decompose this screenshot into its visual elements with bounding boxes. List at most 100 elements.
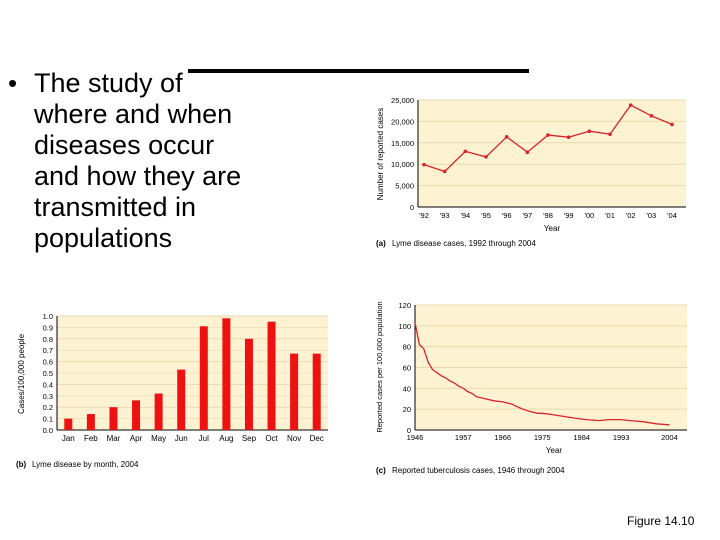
- x-tick-label: May: [151, 434, 166, 443]
- bar: [64, 418, 73, 430]
- y-tick-label: 0.5: [43, 369, 53, 378]
- data-point: [525, 150, 530, 155]
- y-tick-label: 20,000: [391, 117, 414, 126]
- data-point: [484, 155, 488, 159]
- x-tick-label: 1946: [407, 433, 424, 442]
- x-axis-label: Year: [546, 446, 563, 455]
- y-tick-label: 0.7: [43, 346, 53, 355]
- data-point: [587, 129, 592, 134]
- x-tick-label: '98: [543, 211, 553, 220]
- y-tick-label: 0.9: [43, 323, 53, 332]
- y-tick-label: 0.2: [43, 403, 53, 412]
- caption-letter: (c): [376, 466, 386, 475]
- x-tick-label: Jul: [199, 434, 209, 443]
- gridlines: [56, 315, 328, 431]
- x-tick-label: 1957: [455, 433, 472, 442]
- x-axis-ticks: Jan Feb Mar Apr May Jun Jul Aug Sep Oct Nov Dec: [62, 434, 324, 443]
- y-tick-label: 0.4: [43, 380, 53, 389]
- x-tick-label: Mar: [107, 434, 121, 443]
- lyme-yearly-line-chart: 0 5,000 10,000 15,000 20,000 25,000 '92 '93 '94…: [376, 96, 686, 248]
- y-tick-label: 0.0: [43, 426, 53, 435]
- x-tick-label: Nov: [287, 434, 301, 443]
- x-axis-ticks: 1946 1957 1966 1975 1984 1993 2004: [407, 433, 678, 442]
- y-axis-label: Number of reported cases: [376, 108, 385, 201]
- x-tick-label: '97: [522, 211, 532, 220]
- y-tick-label: 10,000: [391, 160, 414, 169]
- bar: [109, 407, 118, 430]
- lyme-monthly-bar-chart: 0.0 0.2 0.4 0.6 0.8 1.0 0.1 0.3 0.5 0.7 0.9 Jan Feb…: [16, 312, 328, 469]
- y-tick-label: 0.3: [43, 392, 53, 401]
- caption-text: Reported tuberculosis cases, 1946 throug…: [392, 466, 565, 475]
- x-tick-label: '96: [502, 211, 512, 220]
- x-tick-label: Jan: [62, 434, 75, 443]
- y-axis-ticks: 0 5,000 10,000 15,000 20,000 25,000: [391, 96, 414, 212]
- y-axis-label: Reported cases per 100,000 population: [375, 301, 384, 432]
- x-tick-label: '01: [605, 211, 615, 220]
- x-tick-label: '92: [419, 211, 429, 220]
- caption-text: Lyme disease by month, 2004: [32, 460, 139, 469]
- x-tick-label: 1966: [494, 433, 511, 442]
- x-tick-label: '94: [460, 211, 470, 220]
- data-point: [546, 133, 550, 137]
- bullet-line: diseases occur: [34, 130, 215, 160]
- bullet-line: and how they are: [34, 161, 242, 191]
- plot-area: [418, 100, 686, 207]
- bullet-line: where and when: [34, 99, 233, 129]
- bar: [290, 353, 299, 430]
- bullet-line: The study of: [34, 68, 183, 98]
- data-point: [422, 162, 426, 167]
- x-tick-label: Oct: [265, 434, 278, 443]
- y-tick-label: 0.8: [43, 335, 53, 344]
- y-tick-label: 1.0: [43, 312, 53, 321]
- caption-letter: (b): [16, 460, 27, 469]
- y-tick-label: 0: [410, 203, 414, 212]
- y-axis-ticks: 0 20 40 60 80 100 120: [398, 301, 411, 435]
- y-tick-label: 25,000: [391, 96, 414, 105]
- x-tick-label: '03: [646, 211, 656, 220]
- fill-in-blank-line: [188, 69, 529, 73]
- caption-letter: (a): [376, 239, 386, 248]
- bullet-text: The study of where and when diseases occ…: [34, 68, 304, 254]
- data-point: [670, 122, 674, 127]
- data-point: [628, 103, 633, 107]
- y-tick-label: 20: [403, 405, 411, 414]
- x-tick-label: '95: [481, 211, 491, 220]
- figure-label: Figure 14.10: [627, 514, 695, 528]
- bar: [199, 326, 208, 430]
- x-tick-label: Feb: [84, 434, 98, 443]
- data-point: [442, 169, 447, 174]
- y-tick-label: 0: [407, 426, 411, 435]
- gridlines: [417, 99, 686, 208]
- bullet-line: populations: [34, 223, 173, 253]
- bar: [267, 321, 276, 430]
- bar: [222, 318, 231, 430]
- data-points: [422, 103, 674, 174]
- x-tick-label: 1984: [573, 433, 590, 442]
- x-tick-label: '99: [564, 211, 574, 220]
- y-tick-label: 80: [403, 343, 411, 352]
- x-tick-label: 1975: [534, 433, 551, 442]
- y-tick-label: 5,000: [395, 182, 414, 191]
- y-tick-label: 15,000: [391, 139, 414, 148]
- tuberculosis-line-chart: 0 20 40 60 80 100 120 1946 1957 1966 1975 1984 1993…: [375, 301, 687, 475]
- y-tick-label: 60: [403, 364, 411, 373]
- y-tick-label: 100: [398, 322, 411, 331]
- bars: [64, 318, 321, 430]
- x-axis-label: Year: [544, 224, 561, 233]
- bar: [312, 353, 321, 430]
- data-point: [504, 135, 509, 139]
- caption-text: Lyme disease cases, 1992 through 2004: [392, 239, 536, 248]
- x-tick-label: Dec: [310, 434, 324, 443]
- x-tick-label: Sep: [242, 434, 257, 443]
- data-point: [608, 132, 612, 137]
- bar: [154, 393, 163, 430]
- series-line: [414, 322, 670, 426]
- data-point: [463, 149, 468, 154]
- data-point: [649, 114, 654, 118]
- x-tick-label: '93: [440, 211, 450, 220]
- x-tick-label: Aug: [219, 434, 233, 443]
- bar: [177, 369, 186, 430]
- x-tick-label: Jun: [175, 434, 188, 443]
- x-tick-label: 2004: [661, 433, 678, 442]
- bullet-line: transmitted in: [34, 192, 197, 222]
